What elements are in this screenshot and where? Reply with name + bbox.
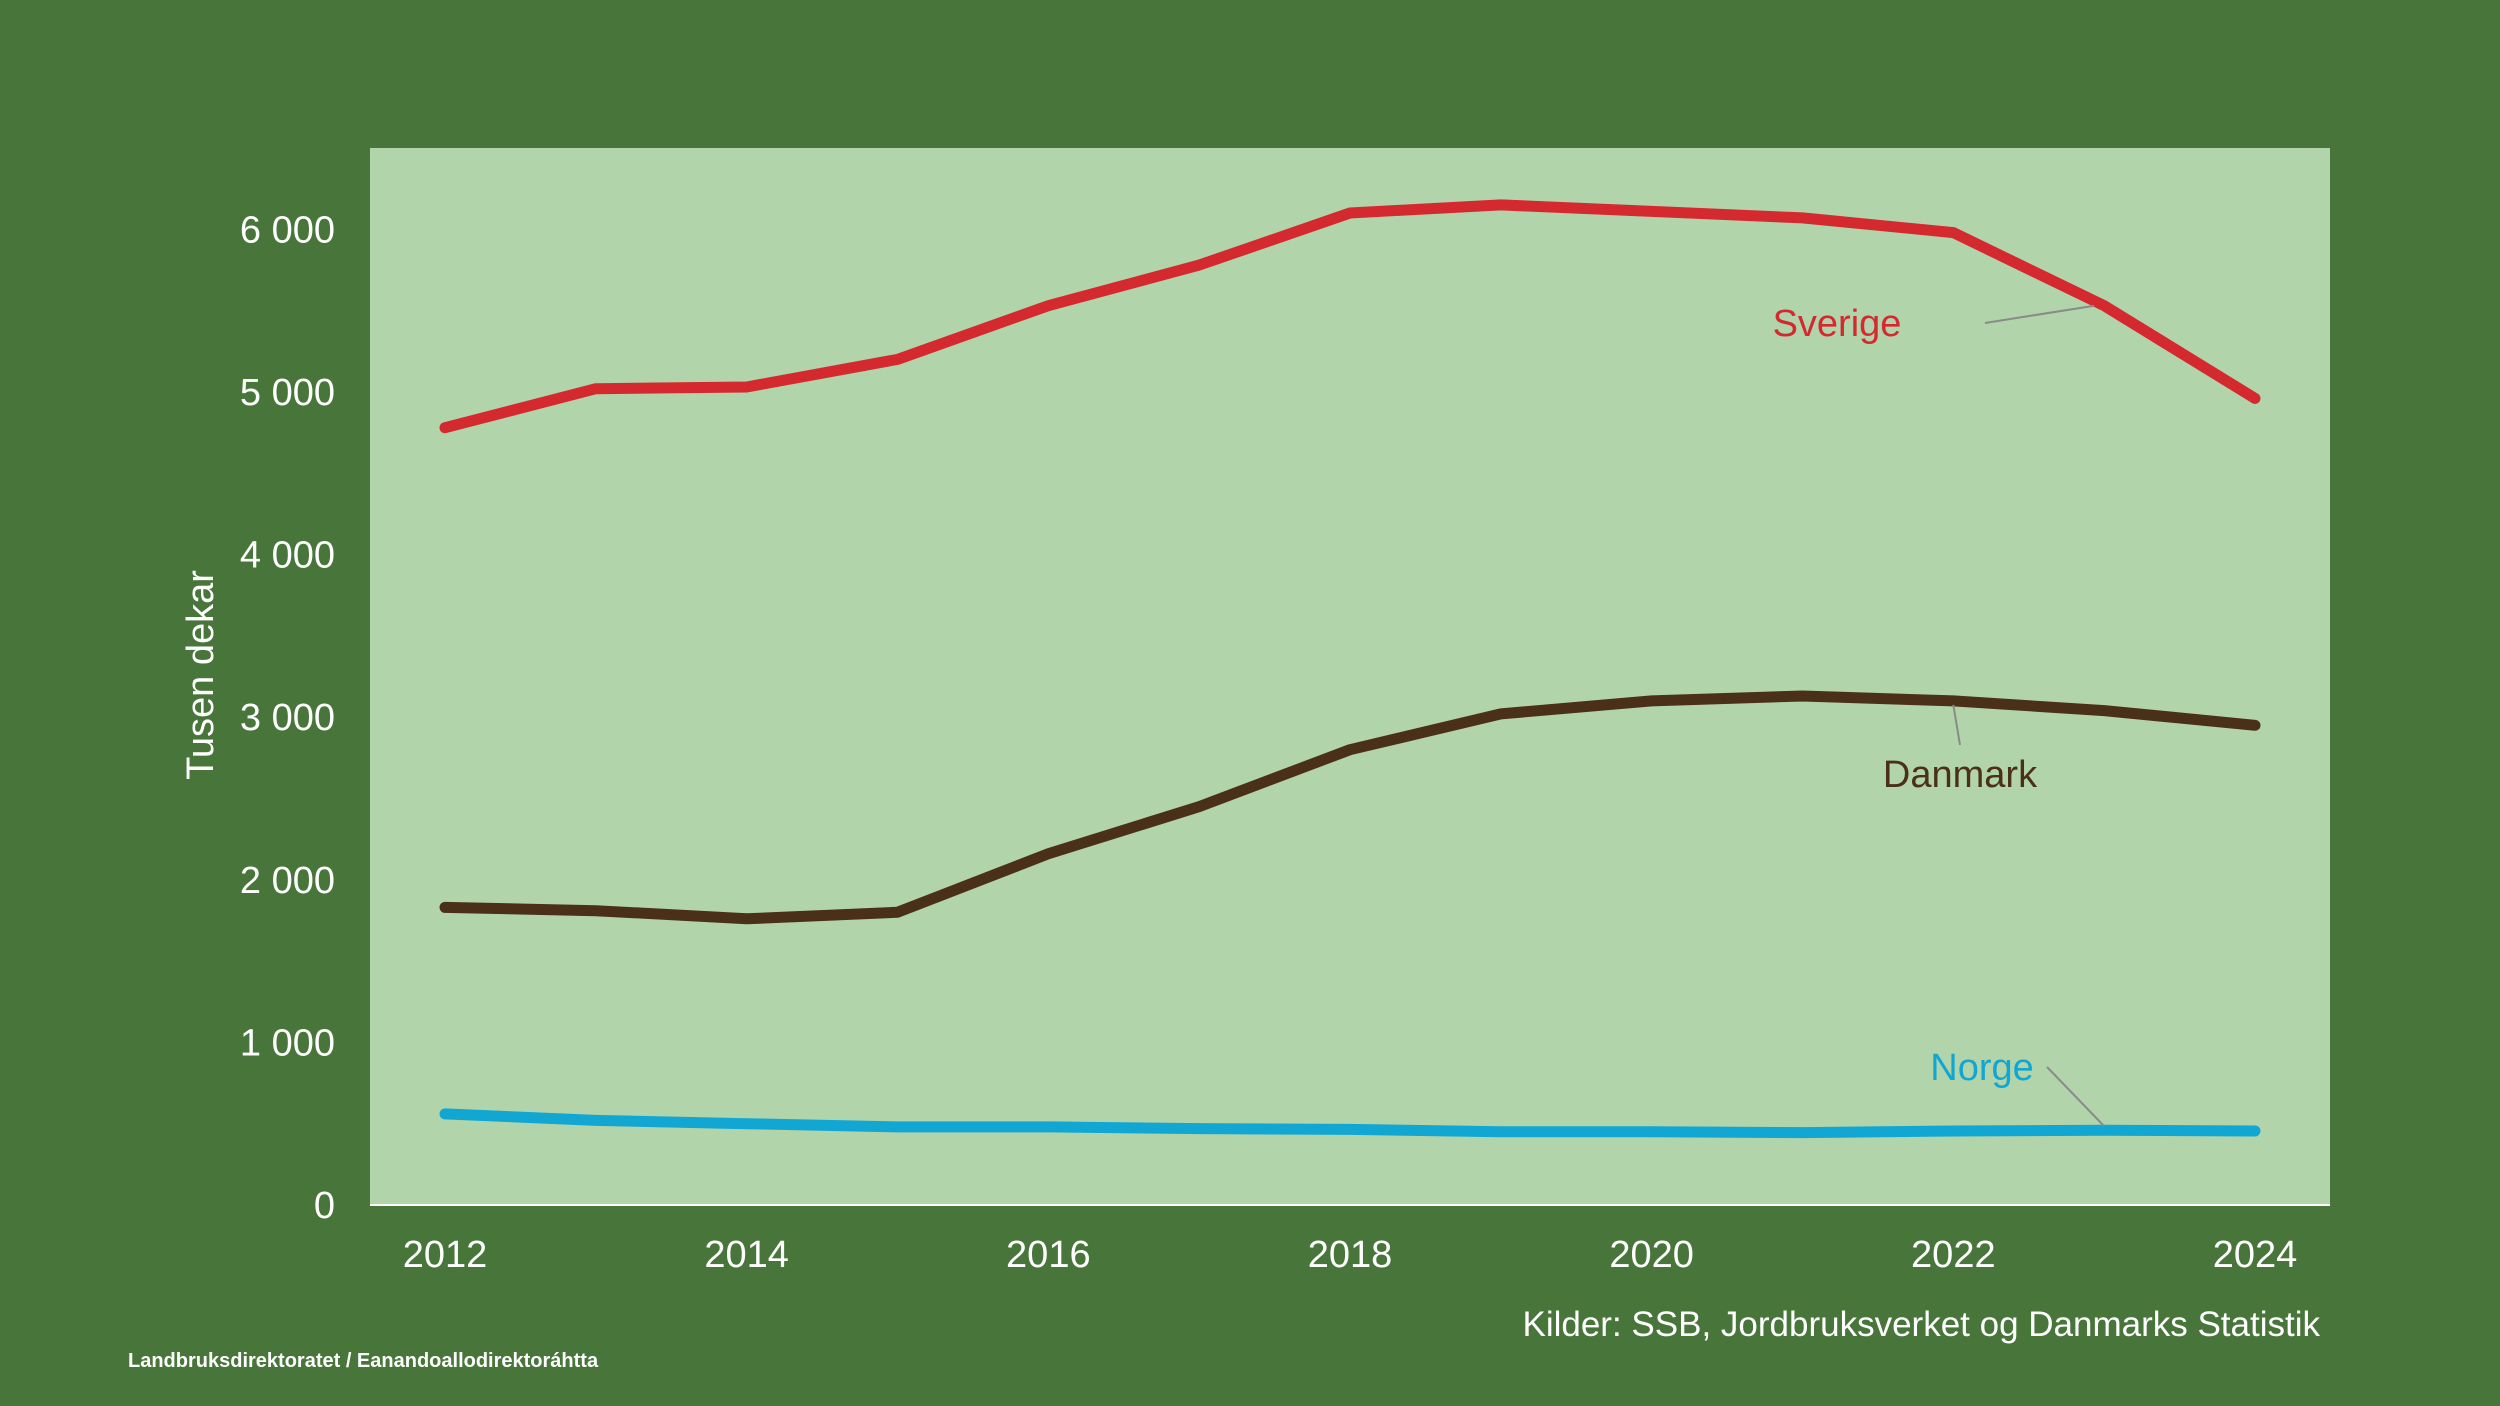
- y-axis-title: Tusen dekar: [180, 570, 222, 780]
- leader-lines: [1952, 304, 2105, 1127]
- series-labels: Sverige Danmark Norge: [1773, 303, 2038, 1089]
- x-tick-label: 2018: [1308, 1234, 1393, 1276]
- y-axis-ticks: 0 1 000 2 000 3 000 4 000 5 000 6 000: [240, 209, 335, 1227]
- x-tick-label: 2020: [1609, 1234, 1694, 1276]
- y-tick-label: 3 000: [240, 697, 335, 739]
- y-tick-label: 2 000: [240, 860, 335, 902]
- series-lines: [439, 199, 2261, 1139]
- y-tick-label: 1 000: [240, 1022, 335, 1064]
- series-label-norge: Norge: [1930, 1047, 2034, 1089]
- x-tick-label: 2024: [2213, 1234, 2298, 1276]
- y-tick-label: 4 000: [240, 535, 335, 577]
- series-line-norge: [439, 1108, 2261, 1139]
- x-axis-ticks: 2012 2014 2016 2018 2020 2022 2024: [403, 1234, 2298, 1276]
- x-tick-label: 2012: [403, 1234, 488, 1276]
- x-tick-label: 2014: [704, 1234, 789, 1276]
- x-tick-label: 2016: [1006, 1234, 1091, 1276]
- leader-line-norge: [2046, 1066, 2105, 1127]
- y-tick-label: 0: [314, 1185, 335, 1227]
- y-tick-label: 6 000: [240, 209, 335, 251]
- y-tick-label: 5 000: [240, 372, 335, 414]
- leader-line-sverige: [1984, 304, 2095, 324]
- leader-line-danmark: [1952, 704, 1961, 746]
- series-label-sverige: Sverige: [1773, 303, 1902, 345]
- series-line-danmark: [439, 690, 2261, 925]
- series-line-sverige: [439, 199, 2261, 434]
- footer-organization: Landbruksdirektoratet / Eanandoallodirek…: [128, 1350, 599, 1372]
- series-label-danmark: Danmark: [1883, 754, 2038, 796]
- source-note: Kilder: SSB, Jordbruksverket og Danmarks…: [1522, 1305, 2320, 1344]
- x-tick-label: 2022: [1911, 1234, 1996, 1276]
- plot-area: [370, 148, 2330, 1205]
